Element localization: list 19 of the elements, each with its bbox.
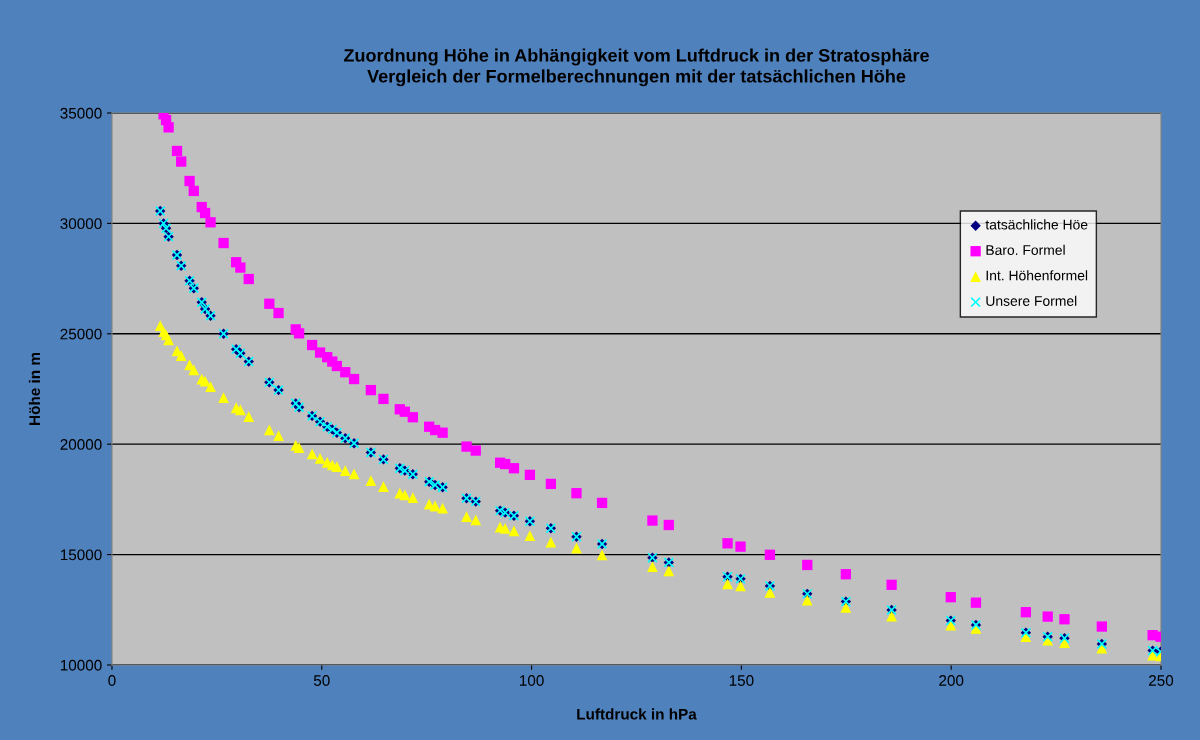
y-tick-label: 20000 — [60, 439, 102, 450]
legend-label: tatsächliche Höe — [985, 219, 1088, 230]
x-tick-label: 200 — [939, 675, 964, 686]
legend-label: Unsere Formel — [986, 295, 1077, 306]
x-tick-label: 50 — [313, 675, 330, 686]
x-tick-label: 250 — [1149, 675, 1174, 686]
x-tick-label: 150 — [729, 675, 754, 686]
x-tick-label: 100 — [520, 675, 544, 686]
y-tick-label: 25000 — [60, 328, 102, 340]
y-tick-label: 30000 — [60, 218, 102, 230]
chart-title: Zuordnung Höhe in Abhängigkeit vom Luftdruck in der Stratosphäre Vergleich der Formelberechnungen mit der tatsächlichen Höhe — [343, 48, 929, 87]
x-axis-title: Luftdruck in hPa — [577, 708, 697, 720]
y-tick-label: 35000 — [60, 107, 102, 119]
y-tick-label: 10000 — [60, 659, 102, 671]
y-axis-title: Höhe in m — [28, 353, 41, 425]
y-tick-label: 15000 — [60, 549, 102, 561]
legend-label: Baro. Formel — [986, 244, 1065, 255]
legend-label: Int. Höhenformel — [986, 270, 1088, 281]
x-tick-label: 0 — [108, 675, 116, 686]
